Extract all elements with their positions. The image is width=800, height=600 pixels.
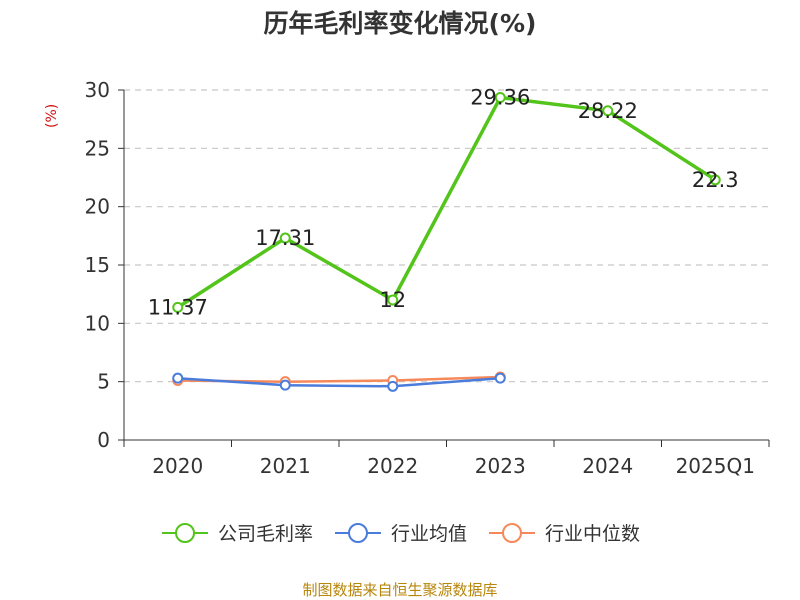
series-line xyxy=(176,95,717,309)
y-tick-label: 5 xyxy=(97,370,110,394)
data-point xyxy=(279,232,291,244)
x-tick-label: 2023 xyxy=(475,454,526,478)
legend-swatch-icon xyxy=(161,522,208,543)
data-label: 11.37 xyxy=(148,295,208,319)
x-tick-label: 2021 xyxy=(260,454,311,478)
legend-item[interactable]: 行业均值 xyxy=(333,519,467,546)
data-point xyxy=(172,301,184,313)
y-tick-label: 30 xyxy=(85,78,110,102)
data-point xyxy=(387,294,399,306)
chart-title: 历年毛利率变化情况(%) xyxy=(263,9,537,38)
legend: 公司毛利率 行业均值 行业中位数 xyxy=(0,519,800,546)
series-lines xyxy=(172,91,721,392)
series-line xyxy=(177,376,501,388)
data-label: 17.31 xyxy=(255,226,315,250)
axes: 0 5 10 15 20 25 30 2020 2021 2022 2023 2024 2025Q1 xyxy=(85,78,770,478)
y-tick-label: 25 xyxy=(85,136,110,160)
x-tick-label: 2020 xyxy=(152,454,203,478)
data-label: 12 xyxy=(379,288,406,312)
data-point xyxy=(172,372,184,384)
legend-swatch-icon xyxy=(334,522,381,543)
data-label: 22.3 xyxy=(692,168,739,192)
legend-item[interactable]: 行业中位数 xyxy=(487,519,640,546)
y-tick-label: 15 xyxy=(85,253,110,277)
data-label: 29.36 xyxy=(470,85,530,109)
legend-label: 行业中位数 xyxy=(545,523,641,545)
data-label: 28.22 xyxy=(578,99,638,123)
data-point xyxy=(279,379,291,391)
y-tick-label: 20 xyxy=(85,195,110,219)
data-source-note: 制图数据来自恒生聚源数据库 xyxy=(302,581,498,599)
legend-swatch-icon xyxy=(489,522,535,543)
legend-item[interactable]: 公司毛利率 xyxy=(160,519,313,546)
x-tick-label: 2025Q1 xyxy=(676,454,755,478)
data-point xyxy=(709,174,721,186)
data-labels: 11.37 17.31 12 29.36 28.22 22.3 xyxy=(148,85,739,319)
data-point xyxy=(387,380,399,392)
data-point xyxy=(494,91,506,103)
legend-label: 公司毛利率 xyxy=(217,523,313,545)
y-tick-label: 10 xyxy=(85,311,110,335)
grid-lines xyxy=(124,89,769,383)
data-point xyxy=(602,105,614,117)
y-tick-label: 0 xyxy=(97,428,110,452)
legend-label: 行业均值 xyxy=(390,523,467,545)
x-tick-label: 2024 xyxy=(582,454,633,478)
data-point xyxy=(494,372,506,384)
x-tick-label: 2022 xyxy=(367,454,418,478)
